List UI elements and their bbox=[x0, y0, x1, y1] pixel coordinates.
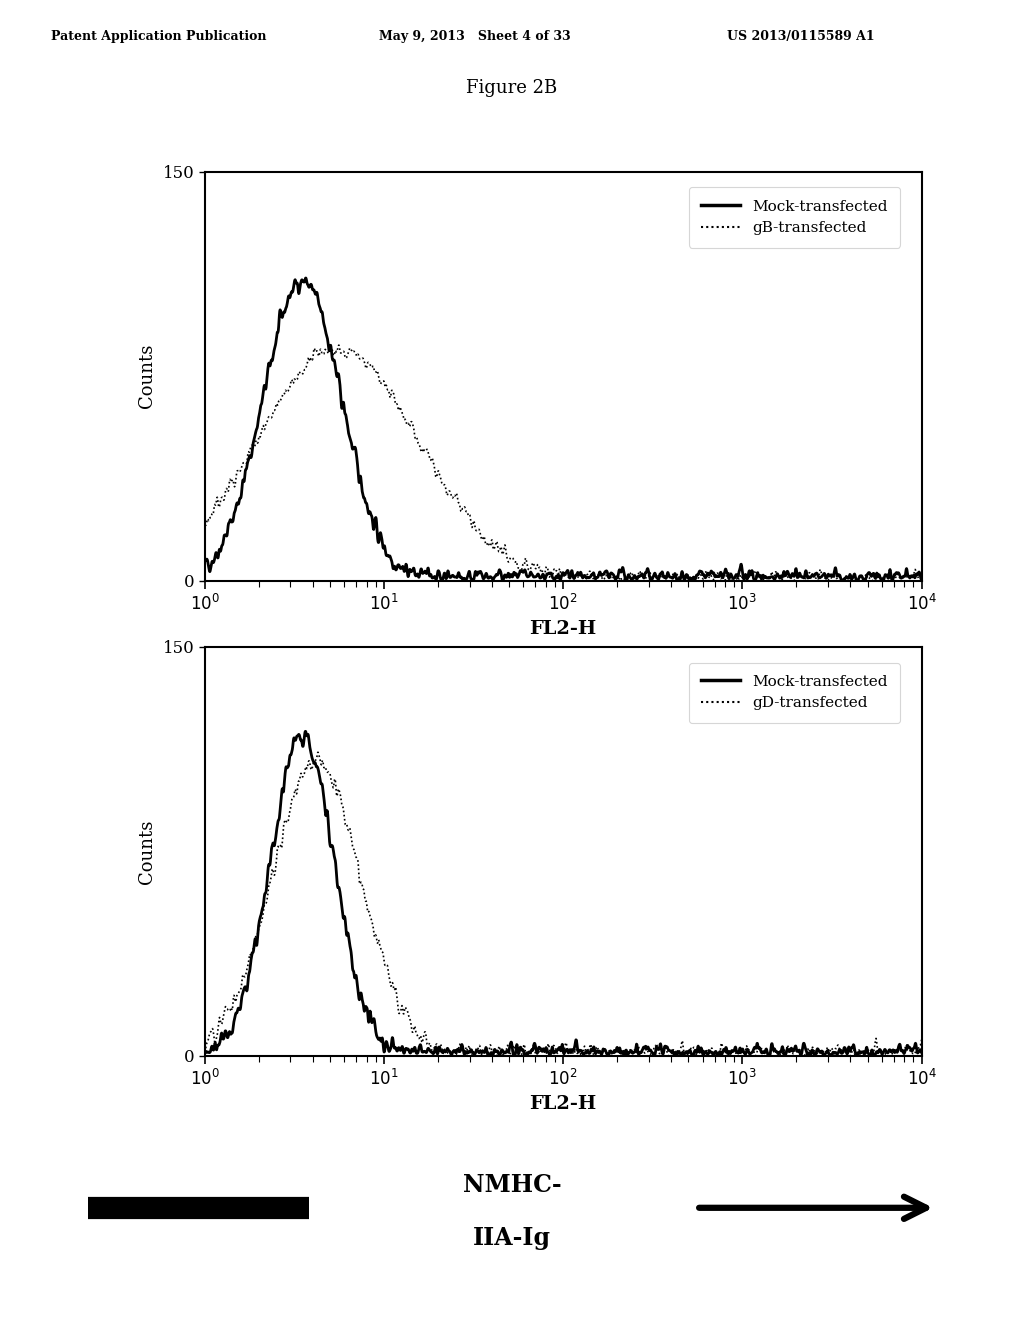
Text: Patent Application Publication: Patent Application Publication bbox=[51, 30, 266, 44]
X-axis label: FL2-H: FL2-H bbox=[529, 1094, 597, 1113]
Text: IIA-Ig: IIA-Ig bbox=[473, 1226, 551, 1250]
Text: Figure 2B: Figure 2B bbox=[466, 79, 558, 98]
Text: US 2013/0115589 A1: US 2013/0115589 A1 bbox=[727, 30, 874, 44]
Text: NMHC-: NMHC- bbox=[463, 1173, 561, 1197]
Text: May 9, 2013   Sheet 4 of 33: May 9, 2013 Sheet 4 of 33 bbox=[379, 30, 570, 44]
X-axis label: FL2-H: FL2-H bbox=[529, 619, 597, 638]
Y-axis label: Counts: Counts bbox=[137, 345, 156, 408]
Legend: Mock-transfected, gD-transfected: Mock-transfected, gD-transfected bbox=[689, 663, 900, 723]
Legend: Mock-transfected, gB-transfected: Mock-transfected, gB-transfected bbox=[689, 187, 900, 248]
Y-axis label: Counts: Counts bbox=[137, 820, 156, 883]
